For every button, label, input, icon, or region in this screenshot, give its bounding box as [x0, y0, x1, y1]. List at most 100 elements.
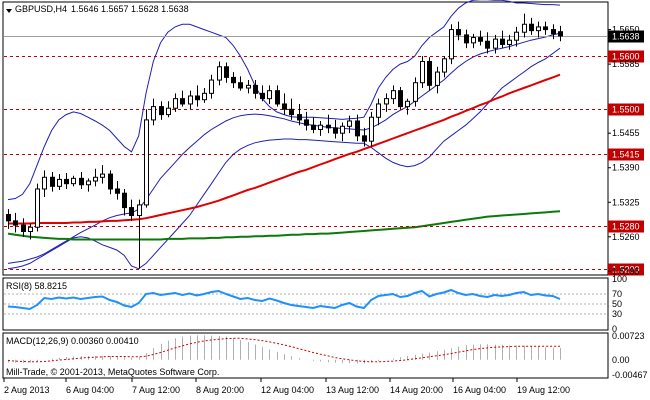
- candle[interactable]: [333, 119, 338, 139]
- candle[interactable]: [144, 109, 149, 208]
- candle[interactable]: [71, 175, 76, 187]
- candle[interactable]: [224, 62, 229, 83]
- candle[interactable]: [180, 90, 185, 107]
- candle[interactable]: [442, 56, 447, 78]
- candle[interactable]: [21, 218, 26, 237]
- macd-panel-frame: [2, 332, 609, 379]
- macd-histogram: [8, 335, 561, 364]
- candle[interactable]: [137, 199, 142, 269]
- horizontal-levels[interactable]: [4, 36, 607, 270]
- candle-body: [485, 40, 490, 49]
- candle[interactable]: [13, 212, 18, 233]
- candle[interactable]: [93, 168, 98, 187]
- candle[interactable]: [100, 165, 105, 184]
- candle[interactable]: [86, 178, 91, 192]
- candle-body: [224, 66, 229, 78]
- candle[interactable]: [420, 56, 425, 89]
- candle[interactable]: [50, 171, 55, 192]
- candle[interactable]: [522, 13, 527, 38]
- candle[interactable]: [493, 34, 498, 54]
- candle[interactable]: [129, 199, 134, 221]
- candle[interactable]: [57, 174, 62, 191]
- candle[interactable]: [391, 85, 396, 104]
- candle[interactable]: [275, 85, 280, 107]
- candle-body: [173, 98, 178, 109]
- candle[interactable]: [304, 111, 309, 131]
- candle-body: [318, 124, 323, 130]
- candle[interactable]: [449, 24, 454, 65]
- candle[interactable]: [456, 21, 461, 41]
- candle[interactable]: [369, 111, 374, 147]
- candle[interactable]: [122, 188, 127, 216]
- candle[interactable]: [471, 33, 476, 49]
- time-tick-label: 8 Aug 20:00: [196, 385, 244, 395]
- candle[interactable]: [260, 85, 265, 102]
- candle-body: [64, 178, 69, 185]
- candle[interactable]: [478, 30, 483, 46]
- candle[interactable]: [202, 88, 207, 103]
- candle[interactable]: [289, 98, 294, 120]
- candle[interactable]: [188, 90, 193, 110]
- candle[interactable]: [42, 170, 47, 197]
- candle[interactable]: [347, 115, 352, 134]
- candle[interactable]: [558, 25, 563, 42]
- candlesticks[interactable]: [6, 13, 563, 269]
- candle-body: [13, 220, 18, 226]
- candle[interactable]: [551, 24, 556, 40]
- candle[interactable]: [376, 98, 381, 126]
- candle[interactable]: [282, 93, 287, 115]
- candle[interactable]: [413, 77, 418, 107]
- candle[interactable]: [79, 171, 84, 189]
- candle[interactable]: [195, 85, 200, 107]
- candle[interactable]: [28, 223, 33, 240]
- candle[interactable]: [217, 61, 222, 86]
- candle[interactable]: [435, 66, 440, 94]
- rsi-panel[interactable]: RSI(8) 58.8215: [2, 277, 609, 331]
- candle[interactable]: [318, 120, 323, 136]
- level-badge-value: 1.5600: [612, 52, 640, 62]
- candle[interactable]: [238, 76, 243, 91]
- candle[interactable]: [173, 93, 178, 112]
- candle[interactable]: [355, 114, 360, 142]
- candle[interactable]: [231, 72, 236, 89]
- candle[interactable]: [64, 173, 69, 189]
- candle[interactable]: [108, 170, 113, 195]
- candle[interactable]: [166, 101, 171, 118]
- macd-panel[interactable]: MACD(12,26,9) 0.00360 0.00410 Mill-Trade…: [2, 332, 609, 379]
- candle-body: [376, 103, 381, 118]
- time-tick-label: 13 Aug 12:00: [326, 385, 379, 395]
- candle[interactable]: [398, 86, 403, 110]
- candle[interactable]: [362, 127, 367, 147]
- candle[interactable]: [35, 183, 40, 232]
- candle-body: [333, 127, 338, 134]
- main-price-panel[interactable]: GBPUSD,H4 1.5646 1.5657 1.5628 1.5638: [2, 0, 609, 276]
- candle[interactable]: [384, 93, 389, 112]
- candle[interactable]: [253, 80, 258, 99]
- candle[interactable]: [115, 181, 120, 200]
- candle[interactable]: [297, 103, 302, 126]
- candle[interactable]: [405, 98, 410, 115]
- candle[interactable]: [514, 26, 519, 47]
- candle[interactable]: [159, 101, 164, 120]
- candle[interactable]: [543, 21, 548, 35]
- rsi-axis-label: 0: [612, 324, 617, 334]
- candle[interactable]: [536, 21, 541, 38]
- candle[interactable]: [151, 98, 156, 126]
- candle[interactable]: [311, 117, 316, 134]
- candle[interactable]: [209, 74, 214, 99]
- candle-body: [195, 95, 200, 101]
- candle[interactable]: [427, 57, 432, 91]
- candle[interactable]: [500, 30, 505, 49]
- candle-body: [137, 204, 142, 217]
- candle[interactable]: [326, 114, 331, 134]
- candle[interactable]: [267, 85, 272, 104]
- candle[interactable]: [6, 209, 11, 229]
- candle[interactable]: [507, 34, 512, 50]
- candle[interactable]: [529, 17, 534, 35]
- candle[interactable]: [485, 32, 490, 54]
- candle[interactable]: [246, 80, 251, 94]
- candle[interactable]: [340, 122, 345, 142]
- candle[interactable]: [464, 29, 469, 49]
- collapse-arrow-icon[interactable]: [6, 9, 12, 13]
